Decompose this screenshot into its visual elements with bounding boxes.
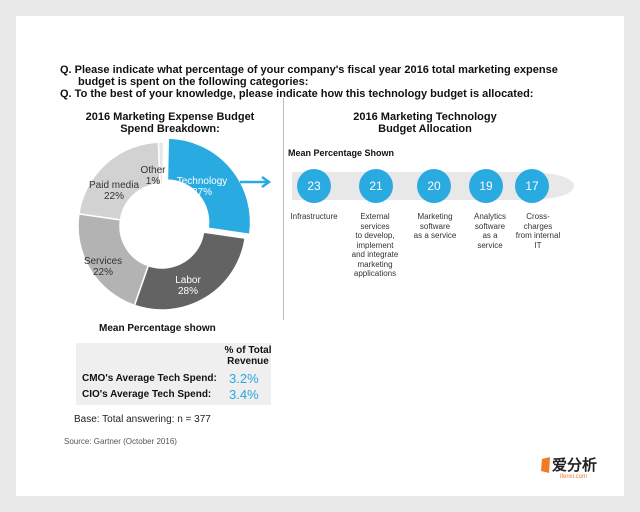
pie-slice-services (77, 212, 150, 307)
alloc-bubble (515, 169, 549, 203)
alloc-category-line: External (360, 212, 390, 221)
alloc-category-line: Infrastructure (290, 212, 338, 221)
pie-label-labor-name: Labor (175, 275, 201, 286)
table-column-header: % of Total Revenue (218, 345, 278, 367)
pie-label-paid-media-name: Paid media (89, 180, 139, 191)
left-title-line-2: Spend Breakdown: (120, 123, 220, 135)
alloc-category-line: implement (356, 240, 394, 250)
source-note: Source: Gartner (October 2016) (64, 437, 177, 446)
alloc-category-line: from internal (515, 231, 561, 240)
pie-label-technology-name: Technology (177, 176, 228, 187)
alloc-value: 23 (307, 179, 321, 193)
alloc-value: 19 (479, 179, 493, 193)
alloc-cat-4: Cross-charges from internal IT (509, 212, 567, 250)
alloc-category-line: marketing (357, 259, 393, 269)
right-section-title: 2016 Marketing Technology Budget Allocat… (330, 111, 520, 135)
alloc-category-line: applications (353, 269, 397, 278)
alloc-category-line: and integrate (351, 250, 399, 259)
table-row-value: 3.2% (229, 371, 259, 386)
left-section-title: 2016 Marketing Expense Budget Spend Brea… (70, 111, 270, 135)
right-title-line-2: Budget Allocation (378, 123, 472, 135)
ifenxi-logo-icon (541, 457, 550, 473)
alloc-category-line: Marketing (417, 212, 453, 221)
arrow-right-icon (240, 175, 272, 189)
mean-shown-label: Mean Percentage shown (99, 323, 216, 334)
alloc-category-line: IT (534, 240, 542, 250)
alloc-cat-0: Infrastructure (286, 212, 342, 222)
alloc-bubble (469, 169, 503, 203)
left-title-line-1: 2016 Marketing Expense Budget (85, 111, 255, 123)
alloc-category-line: services (360, 221, 390, 231)
alloc-category-line: Analytics (473, 212, 506, 221)
alloc-category-line: service (477, 240, 503, 250)
alloc-category-line: as a (482, 231, 498, 240)
pie-slice-technology (166, 137, 252, 236)
pie-label-technology-value: 27% (192, 187, 212, 198)
alloc-value: 17 (525, 179, 539, 193)
column-header-line-1: % of Total (224, 345, 272, 356)
table-row-value: 3.4% (229, 387, 259, 402)
column-header-line-2: Revenue (227, 356, 269, 367)
alloc-cat-2: Marketing software as a service (407, 212, 463, 241)
tech-spend-table: % of Total Revenue CMO's Average Tech Sp… (76, 343, 272, 405)
alloc-cat-3: Analytics software as a service (462, 212, 518, 250)
pie-slice-other (157, 141, 165, 185)
pie-label-services-name: Services (84, 256, 122, 267)
pie-label-other-name: Other (140, 165, 166, 176)
alloc-cat-1: External services to develop, implement and … (347, 212, 403, 279)
watermark-sub: ifenxi.com (560, 474, 588, 480)
base-note: Base: Total answering: n = 377 (74, 414, 211, 425)
alloc-bubble (417, 169, 451, 203)
pie-slice-paid-media (78, 141, 161, 221)
alloc-bubble (359, 169, 393, 203)
table-row-label: CIO's Average Tech Spend: (82, 389, 212, 400)
alloc-category-line: software (474, 221, 506, 231)
alloc-category-line: as a service (413, 231, 457, 240)
section-divider (283, 98, 284, 320)
question-1-cont: budget is spent on the following categor… (78, 76, 309, 88)
pie-label-paid-media-value: 22% (104, 191, 124, 202)
alloc-category-line: charges (523, 221, 553, 231)
table-row-label: CMO's Average Tech Spend: (82, 373, 217, 384)
question-1: Q. Please indicate what percentage of yo… (60, 64, 558, 76)
question-2: Q. To the best of your knowledge, please… (60, 88, 534, 100)
alloc-bubble (297, 169, 331, 203)
watermark-brand: 爱分析 (552, 457, 598, 474)
alloc-category-line: to develop, (355, 231, 395, 240)
alloc-value: 20 (427, 179, 441, 193)
pie-label-labor-value: 28% (178, 286, 198, 297)
pie-label-services-value: 22% (93, 267, 113, 278)
alloc-header: Mean Percentage Shown (288, 148, 395, 158)
pie-slice-labor (133, 231, 246, 311)
donut-chart: Technology 27% Labor 28% Services 22% Pa… (77, 137, 252, 311)
pie-label-other-value: 1% (146, 176, 161, 187)
right-title-line-1: 2016 Marketing Technology (353, 111, 497, 123)
alloc-value: 21 (369, 179, 383, 193)
alloc-category-line: Cross- (526, 212, 550, 221)
alloc-category-line: software (419, 221, 451, 231)
allocation-bubbles: 23 21 20 19 17 (292, 169, 574, 203)
